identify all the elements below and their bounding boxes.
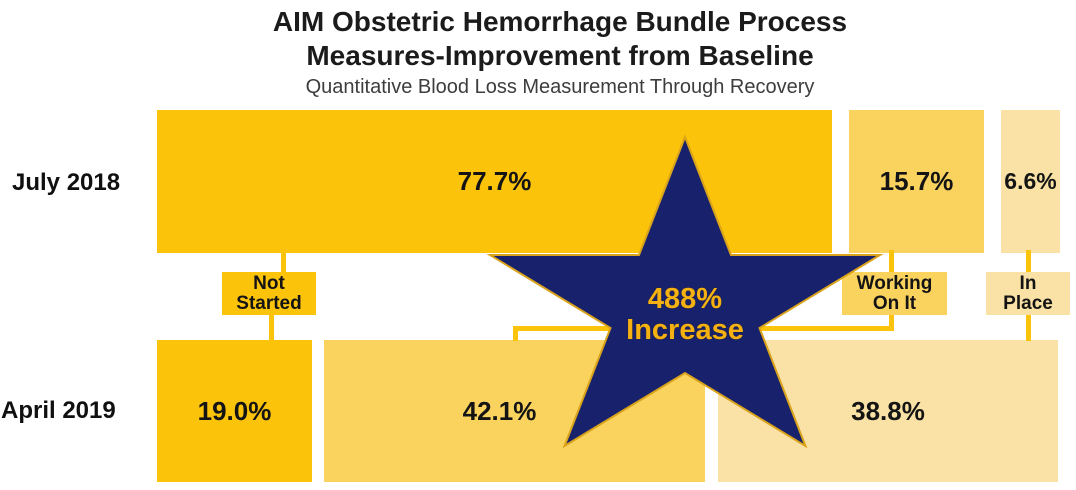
connector-working-on-it-elbow-drop: [513, 326, 518, 341]
title-block: AIM Obstetric Hemorrhage Bundle Process …: [22, 5, 1076, 99]
bar-segment-april-in-place: 38.8%: [718, 340, 1058, 482]
legend-box-in-place: In Place: [986, 272, 1070, 315]
value-label: 19.0%: [197, 395, 272, 426]
bar-segment-april-not-started: 19.0%: [157, 340, 312, 482]
value-label: 15.7%: [879, 166, 954, 196]
row-label-april-2019: April 2019: [1, 397, 116, 424]
connector-in-place-up: [1026, 250, 1031, 273]
star-annotation-line1: 488%: [647, 283, 723, 315]
legend-label-line: Place: [1003, 292, 1053, 314]
legend-box-not-started: Not Started: [222, 272, 316, 315]
bar-segment-july-in-place: 6.6%: [1001, 110, 1060, 253]
value-label: 6.6%: [1004, 168, 1057, 194]
value-label: 77.7%: [457, 166, 532, 196]
bar-segment-july-working-on-it: 15.7%: [849, 110, 984, 253]
legend-box-working-on-it: Working On It: [842, 272, 947, 315]
legend-label-line: In: [1019, 272, 1037, 294]
bar-segment-july-not-started: 77.7%: [157, 110, 832, 253]
star-icon: [486, 134, 884, 449]
star-annotation-line2: Increase: [626, 314, 744, 346]
bar-segment-april-working-on-it: 42.1%: [324, 340, 705, 482]
star-annotation: 488% Increase: [486, 284, 884, 346]
legend-label-line: On It: [872, 292, 917, 314]
connector-not-started-down: [269, 313, 274, 341]
chart-subtitle: Quantitative Blood Loss Measurement Thro…: [305, 76, 815, 98]
row-label-july-2018: July 2018: [12, 169, 121, 196]
legend-label-line: Started: [236, 292, 302, 314]
legend-label-line: Working: [856, 272, 933, 294]
connector-not-started-up: [281, 250, 286, 273]
legend-label-line: Not: [253, 272, 285, 294]
value-label: 38.8%: [851, 395, 925, 426]
connector-in-place-down: [1026, 313, 1031, 341]
chart-title-line2: Measures-Improvement from Baseline: [306, 40, 814, 71]
chart-title-line1: AIM Obstetric Hemorrhage Bundle Process: [272, 6, 848, 37]
connector-working-on-it-elbow-vertical: [889, 314, 894, 330]
value-label: 42.1%: [462, 395, 537, 426]
connector-working-on-it-up: [889, 250, 894, 273]
